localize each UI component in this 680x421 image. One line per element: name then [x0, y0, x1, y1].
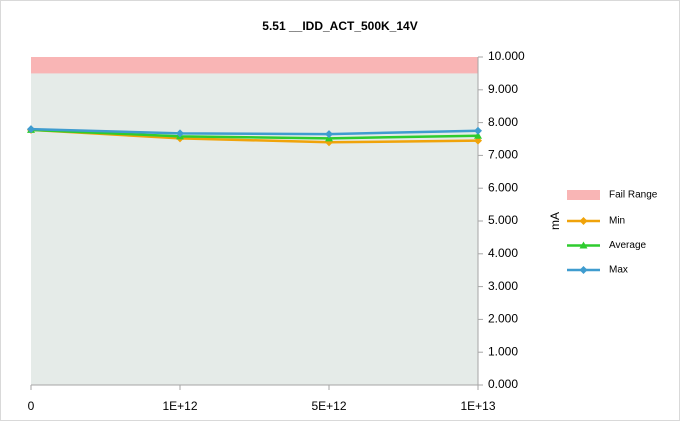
- legend-label: Average: [609, 240, 647, 251]
- y-tick-label: 6.000: [488, 180, 518, 194]
- data-point: [27, 125, 35, 134]
- x-tick-label: 5E+12: [311, 399, 346, 413]
- y-tick-label: 4.000: [488, 246, 518, 260]
- y-tick-label: 7.000: [488, 148, 518, 162]
- legend-label: Max: [609, 265, 628, 276]
- legend-marker: [579, 266, 588, 274]
- data-point: [325, 130, 333, 139]
- y-tick-label: 8.000: [488, 115, 518, 129]
- y-axis-label: mA: [548, 212, 562, 230]
- legend-label: Fail Range: [609, 190, 658, 201]
- y-tick-label: 5.000: [488, 213, 518, 227]
- legend-swatch: [567, 190, 600, 200]
- y-tick-label: 9.000: [488, 82, 518, 96]
- legend-label: Min: [609, 216, 625, 227]
- plot-area: [31, 57, 478, 385]
- legend-marker: [579, 241, 588, 249]
- series-line: [30, 128, 479, 140]
- y-tick-label: 10.000: [488, 49, 525, 63]
- x-tick-label: 0: [28, 399, 35, 413]
- y-tick-label: 2.000: [488, 312, 518, 326]
- x-tick-label: 1E+12: [162, 399, 197, 413]
- fail-band: [31, 57, 478, 74]
- series-line: [30, 127, 479, 136]
- x-tick-label: 1E+13: [460, 399, 495, 413]
- y-tick-label: 0.000: [488, 377, 518, 391]
- y-tick-label: 3.000: [488, 279, 518, 293]
- data-point: [474, 131, 482, 139]
- legend-marker: [579, 217, 588, 225]
- y-tick-label: 1.000: [488, 344, 518, 358]
- data-point: [176, 129, 184, 138]
- data-point: [474, 126, 482, 135]
- chart-title: 5.51 __IDD_ACT_500K_14V: [262, 19, 417, 33]
